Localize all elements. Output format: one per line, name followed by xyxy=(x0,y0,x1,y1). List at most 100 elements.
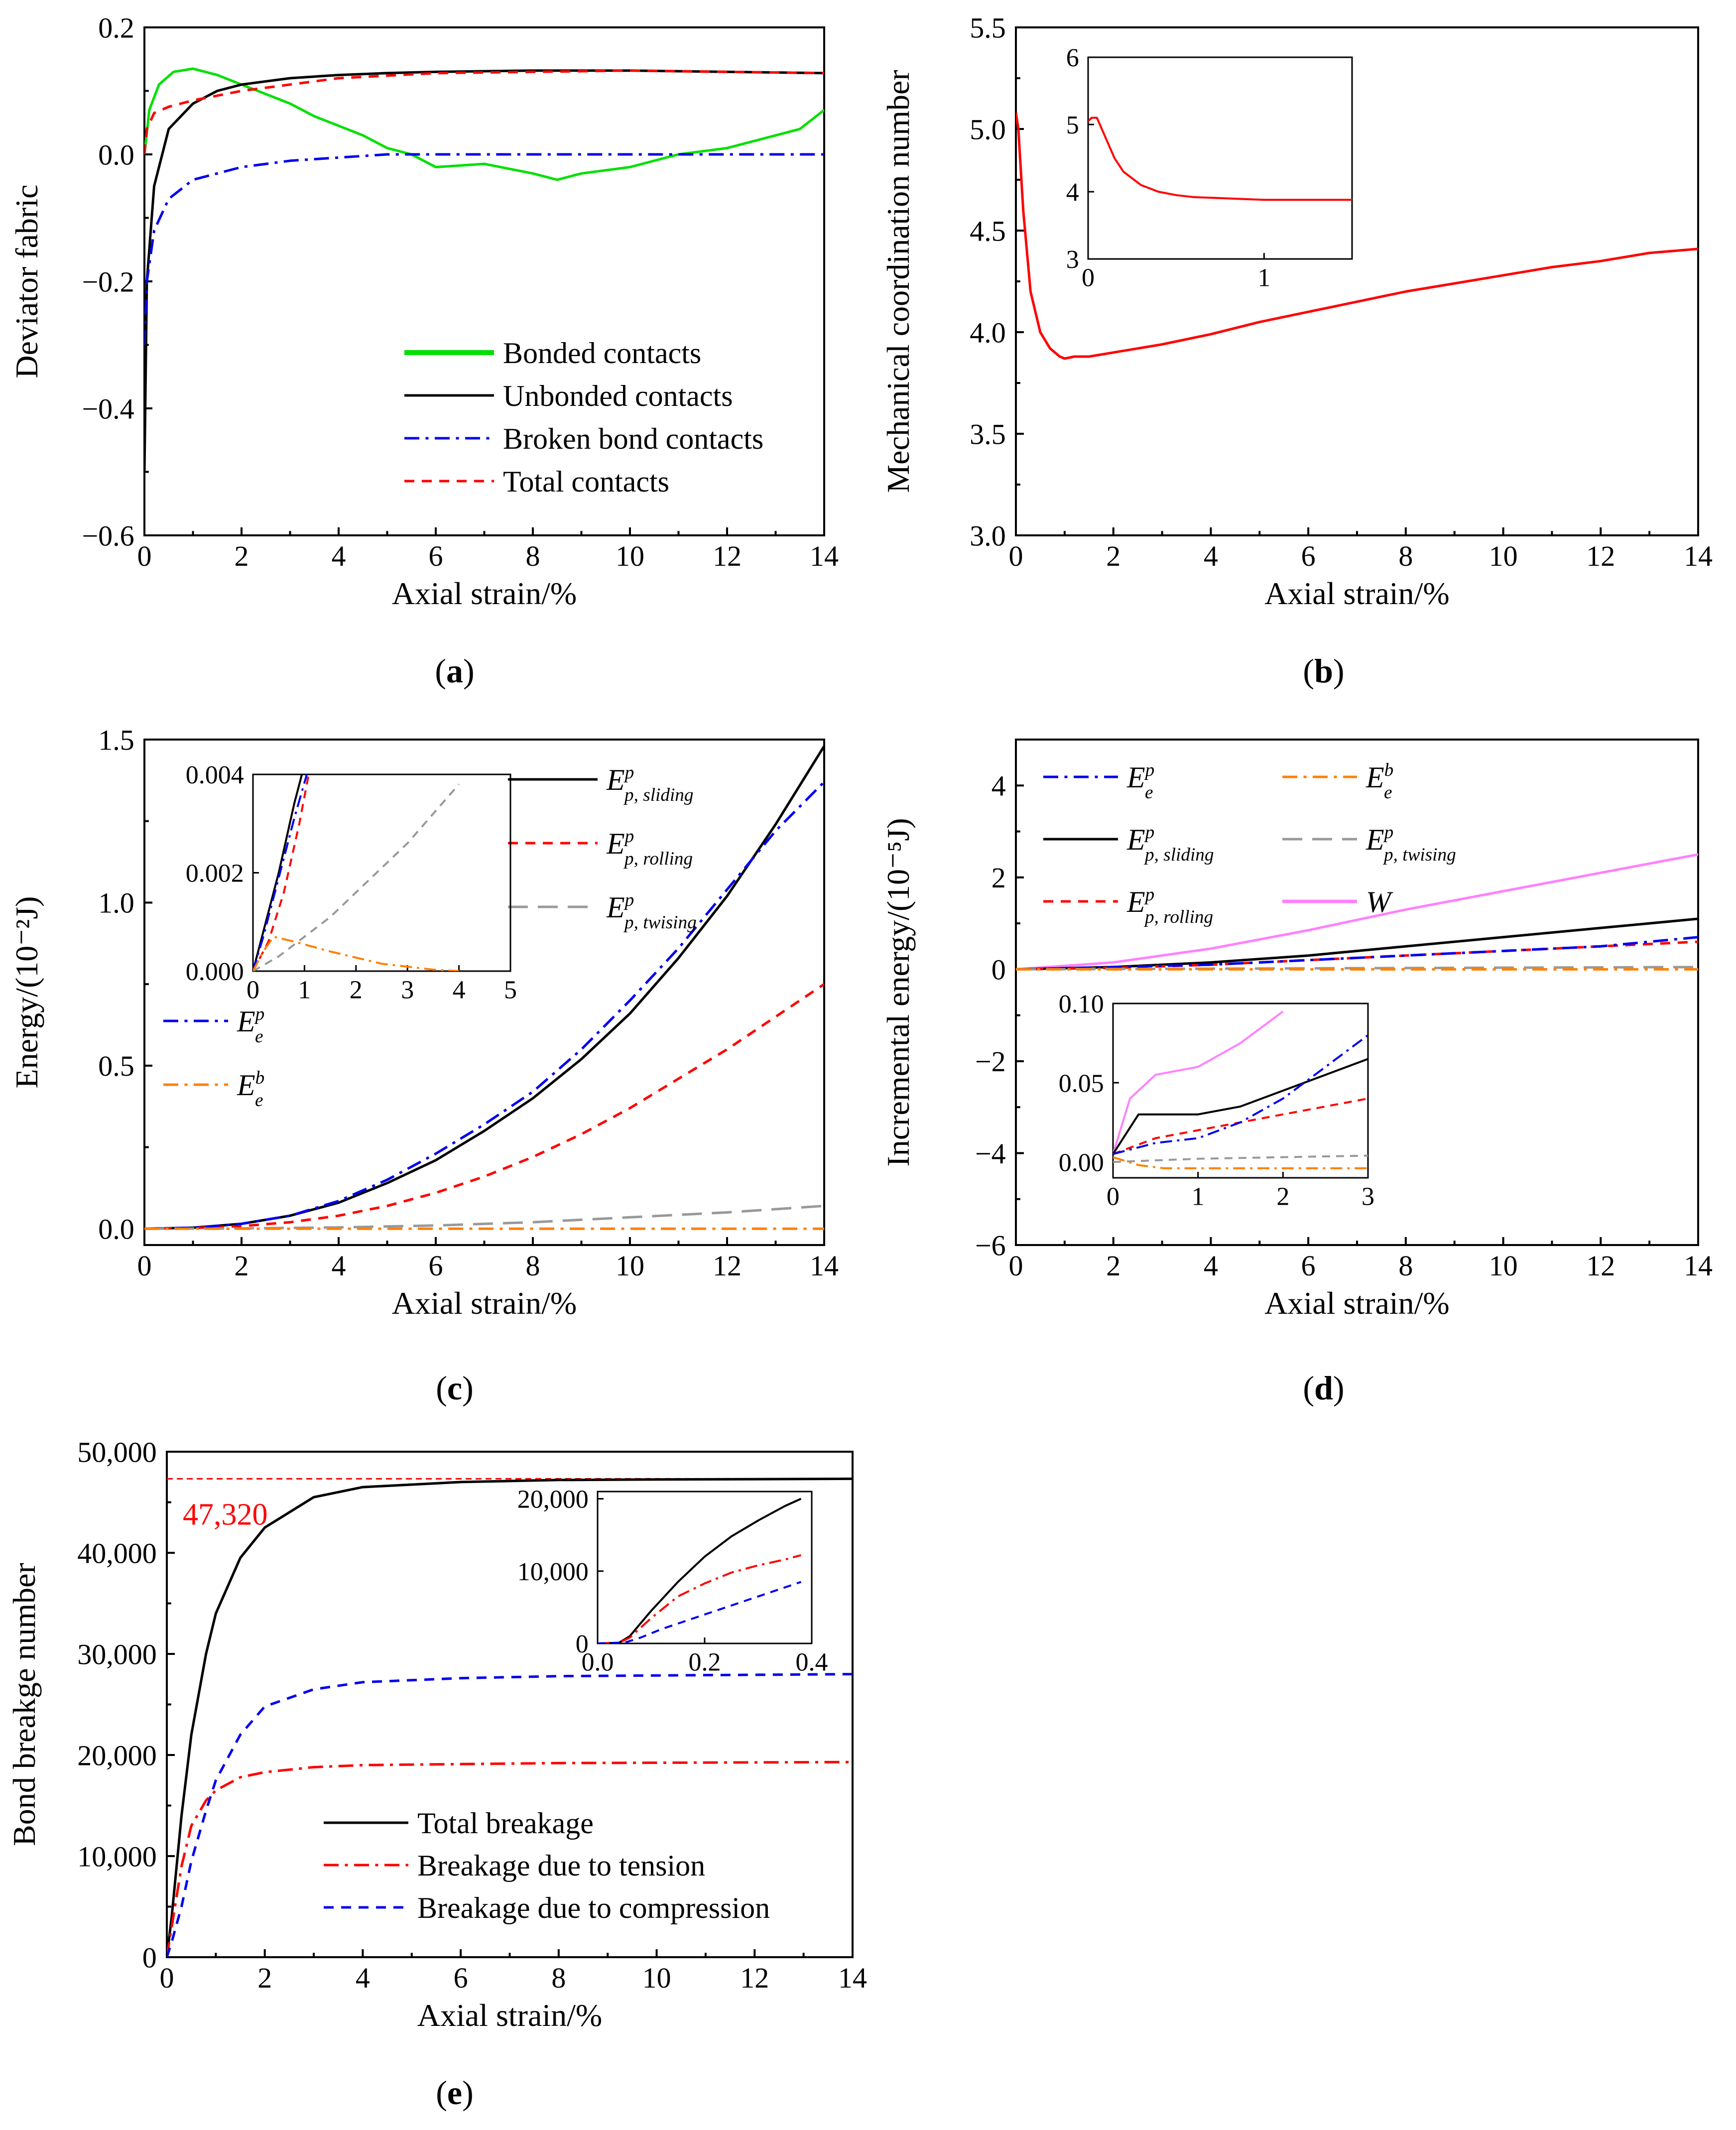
panel-e-xtick-label: 8 xyxy=(551,1962,566,1994)
panel-a-ytick-label: −0.2 xyxy=(82,265,134,298)
panel-d-ytick-label: 0 xyxy=(992,954,1006,986)
panel-b-inset-ytick-label: 3 xyxy=(1066,246,1079,274)
panel-a-xlabel: Axial strain/% xyxy=(392,576,577,611)
panel-d-inset-frame xyxy=(1112,1002,1369,1179)
panel-e: 0 2 4 6 8 10 12 14 0 10,000 20,000 30,000 40,000 50,0… xyxy=(6,1436,867,2112)
panel-a-xtick-label: 0 xyxy=(137,540,152,572)
panel-c-inset-xtick-label: 0 xyxy=(247,976,259,1004)
panel-e-inset-ytick-label: 0 xyxy=(576,1630,589,1658)
panel-b-xtick-label: 8 xyxy=(1398,540,1413,572)
panel-c-inset-xtick-label: 4 xyxy=(453,976,466,1004)
panel-c-inset-ytick-label: 0.002 xyxy=(186,860,244,888)
panel-e-ytick-label: 30,000 xyxy=(77,1638,157,1670)
panel-e-inset-xtick-label: 0.2 xyxy=(689,1648,721,1677)
panel-a-ytick-label: −0.4 xyxy=(82,392,134,425)
panel-c-legend-label: Ep p, twising xyxy=(606,890,697,933)
panel-d-inset-xtick-label: 1 xyxy=(1192,1183,1205,1211)
panel-e-inset-xtick-label: 0.0 xyxy=(582,1648,614,1677)
panel-d-series-e-p-e xyxy=(1016,936,1698,971)
panel-b-inset-ytick-label: 6 xyxy=(1066,44,1079,72)
panel-c-ytick-label: 1.0 xyxy=(98,887,134,919)
panel-a-xtick-label: 2 xyxy=(235,540,249,572)
panel-b-xtick-label: 12 xyxy=(1586,540,1615,572)
panel-b-xlabel: Axial strain/% xyxy=(1264,576,1449,611)
panel-c-xtick-label: 4 xyxy=(332,1250,346,1282)
panel-e-ytick-label: 40,000 xyxy=(77,1537,157,1569)
panel-c-inset-series-bond-inset xyxy=(253,935,459,971)
panel-d-xlabel: Axial strain/% xyxy=(1264,1285,1449,1321)
panel-c-xtick-label: 0 xyxy=(137,1250,152,1282)
panel-c-legend-label: Ep p, sliding xyxy=(606,762,693,805)
panel-e-caption: (e) xyxy=(436,2074,474,2112)
panel-a-xtick-label: 14 xyxy=(810,540,839,572)
panel-c-inset-xtick-label: 3 xyxy=(401,976,414,1004)
panel-d-xtick-label: 4 xyxy=(1204,1250,1218,1282)
panel-d-legend-label: Eb e xyxy=(1365,760,1393,803)
panel-e-inset-frame xyxy=(597,1491,813,1644)
panel-e-inset-series-compression-inset xyxy=(598,1581,802,1643)
panel-e-ytick-label: 20,000 xyxy=(77,1739,157,1771)
panel-d-legend-label: Ep p, rolling xyxy=(1126,884,1213,927)
panel-e-inset-xtick-label: 0.4 xyxy=(796,1648,828,1677)
panel-b-ytick-label: 4.5 xyxy=(970,215,1006,247)
panel-b-xtick-label: 2 xyxy=(1106,540,1120,572)
panel-b-inset-series-coordination-inset xyxy=(1088,117,1352,201)
panel-d-inset-ytick-label: 0.00 xyxy=(1059,1148,1104,1177)
panel-c-xtick-label: 6 xyxy=(429,1250,443,1282)
panel-e-xtick-label: 4 xyxy=(356,1962,370,1994)
panel-d-ytick-label: −4 xyxy=(975,1137,1006,1170)
panel-d-xtick-label: 14 xyxy=(1684,1250,1713,1282)
panel-d-legend-label: W xyxy=(1366,885,1393,918)
panel-c-ylabel: Energy/(10⁻²J) xyxy=(9,896,44,1089)
panel-d-xtick-label: 2 xyxy=(1106,1250,1120,1282)
panel-c-series-e-p-p-rolling- xyxy=(144,983,824,1230)
panel-b-series-coordination xyxy=(1016,113,1698,360)
panel-d-inset-ytick-label: 0.05 xyxy=(1059,1069,1104,1098)
panel-d-inset-xtick-label: 0 xyxy=(1107,1183,1119,1211)
panel-e-inset-series-total-inset xyxy=(598,1498,802,1643)
panel-b-xtick-label: 0 xyxy=(1009,540,1023,572)
panel-d-inset-xtick-label: 2 xyxy=(1276,1183,1289,1211)
panel-a: 0 2 4 6 8 10 12 14 −0.6 −0.4 −0.2 0.0 0.2 Axial strai… xyxy=(9,11,839,690)
panel-b-inset-xtick-label: 0 xyxy=(1082,264,1095,292)
panel-c-inset-xtick-label: 5 xyxy=(504,976,517,1004)
panel-c-series-e-p-e xyxy=(144,781,824,1230)
panel-b-ytick-label: 3.5 xyxy=(970,418,1006,450)
panel-d-xtick-label: 8 xyxy=(1398,1250,1413,1282)
panel-e-xlabel: Axial strain/% xyxy=(417,1998,602,2033)
panel-d-ytick-label: −2 xyxy=(975,1045,1006,1078)
panel-b-inset-ytick-label: 4 xyxy=(1066,178,1079,207)
panel-d-xtick-label: 0 xyxy=(1009,1250,1023,1282)
panel-d-legend-label: Ep p, twising xyxy=(1365,822,1456,865)
panel-e-xtick-label: 0 xyxy=(160,1962,174,1994)
panel-e-legend-label: Breakage due to compression xyxy=(417,1891,770,1924)
panel-b-ylabel: Mechanical coordination number xyxy=(880,70,916,493)
panel-e-xtick-label: 12 xyxy=(740,1962,769,1994)
panel-d-inset-ytick-label: 0.10 xyxy=(1059,990,1104,1018)
panel-a-ytick-label: −0.6 xyxy=(82,519,134,552)
panel-d-ylabel: Incremental energy/(10⁻⁵J) xyxy=(880,818,916,1167)
panel-e-series-breakage-due-to-tension xyxy=(167,1760,853,1957)
panel-c-ytick-label: 0.5 xyxy=(98,1050,134,1082)
panel-c-inset-xtick-label: 1 xyxy=(298,976,311,1004)
panel-a-xtick-label: 12 xyxy=(713,540,742,572)
panel-a-caption: (a) xyxy=(435,652,474,690)
panel-e-xtick-label: 2 xyxy=(257,1962,272,1994)
panel-a-xtick-label: 4 xyxy=(332,540,346,572)
panel-d-ytick-label: 4 xyxy=(992,770,1006,802)
panel-a-xtick-label: 6 xyxy=(429,540,443,572)
panel-c-xtick-label: 2 xyxy=(235,1250,249,1282)
panel-c-legend-label: Ep p, rolling xyxy=(606,826,693,869)
panel-c-inset-series-twising-inset xyxy=(253,783,460,971)
panel-a-series-total-contacts xyxy=(144,69,824,155)
panel-e-xtick-label: 6 xyxy=(454,1962,468,1994)
panel-c-inset-series-sliding-inset xyxy=(253,774,303,971)
panel-e-xtick-label: 10 xyxy=(642,1962,671,1994)
panel-e-inset-ytick-label: 20,000 xyxy=(517,1486,589,1514)
panel-d-xtick-label: 12 xyxy=(1586,1250,1615,1282)
panel-b-ytick-label: 4.0 xyxy=(970,316,1006,349)
panel-e-annotation: 47,320 xyxy=(183,1498,268,1531)
panel-a-frame xyxy=(143,26,825,536)
